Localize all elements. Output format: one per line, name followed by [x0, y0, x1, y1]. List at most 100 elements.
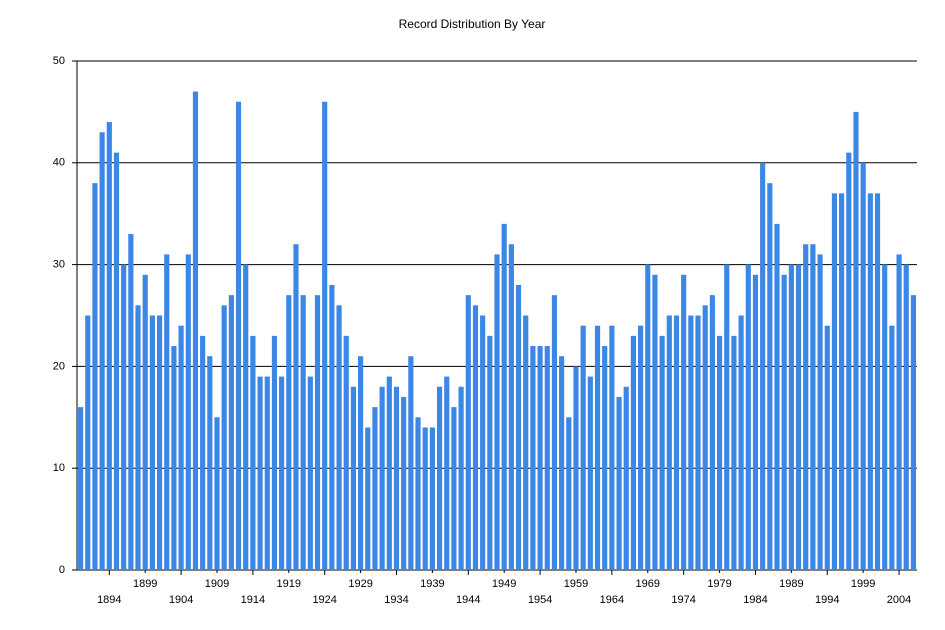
bar — [379, 386, 385, 570]
bar — [810, 244, 816, 571]
x-tick-label: 1939 — [420, 578, 444, 590]
bar — [559, 356, 565, 570]
bar — [393, 386, 400, 570]
bar — [702, 305, 708, 570]
bar — [602, 346, 608, 570]
bar — [803, 244, 809, 571]
bar — [645, 264, 651, 570]
bar — [336, 305, 342, 570]
bar — [228, 295, 234, 570]
bar — [731, 335, 737, 570]
bar — [401, 396, 407, 570]
bar — [99, 132, 105, 570]
bar — [910, 295, 916, 570]
bar — [566, 417, 572, 570]
bar — [616, 396, 622, 570]
bar — [243, 264, 249, 570]
bar — [149, 315, 155, 570]
x-tick-label: 1924 — [312, 594, 336, 606]
x-tick-label: 1929 — [348, 578, 372, 590]
bar — [472, 305, 479, 570]
x-tick-label: 1949 — [492, 578, 516, 590]
bar — [896, 254, 902, 571]
bar — [221, 305, 227, 570]
bar — [422, 427, 428, 570]
bar — [128, 234, 134, 570]
bar — [214, 417, 220, 570]
bar — [788, 264, 794, 570]
bar — [889, 325, 895, 570]
bar — [444, 376, 450, 570]
x-tick-label: 1954 — [528, 594, 552, 606]
x-tick-label: 1979 — [707, 578, 731, 590]
bar — [652, 274, 658, 570]
bar — [501, 223, 507, 570]
bar — [171, 346, 177, 570]
bar — [343, 335, 349, 570]
bar — [480, 315, 486, 570]
bar — [314, 295, 321, 570]
y-tick-label: 40 — [53, 157, 65, 169]
bar — [716, 335, 723, 570]
bar — [523, 315, 529, 570]
bar — [839, 193, 845, 570]
bar — [106, 122, 112, 570]
bar — [307, 376, 313, 570]
bar — [767, 183, 773, 570]
bar — [178, 325, 184, 570]
bar — [630, 335, 636, 570]
y-tick-label: 10 — [53, 462, 65, 474]
bar — [638, 325, 644, 570]
bar — [207, 356, 213, 570]
bar — [688, 315, 694, 570]
x-tick-label: 1904 — [169, 594, 193, 606]
bar — [350, 386, 356, 570]
chart-title: Record Distribution By Year — [399, 17, 546, 31]
x-tick-label: 1999 — [851, 578, 875, 590]
bar — [745, 264, 751, 570]
bar — [358, 356, 364, 570]
bar — [164, 254, 170, 571]
bar — [774, 223, 780, 570]
bar — [235, 101, 242, 570]
bar — [695, 315, 701, 570]
bar — [673, 315, 680, 570]
bar — [587, 376, 593, 570]
bar — [156, 315, 163, 570]
x-tick-label: 1944 — [456, 594, 480, 606]
bar — [609, 325, 615, 570]
bar — [300, 295, 306, 570]
bar — [551, 295, 558, 570]
bar — [192, 91, 199, 570]
bar — [429, 427, 435, 570]
bar — [458, 386, 464, 570]
bar — [903, 264, 909, 570]
y-tick-label: 30 — [53, 259, 65, 271]
bar — [817, 254, 823, 571]
bar — [724, 264, 730, 570]
y-tick-label: 50 — [53, 55, 65, 67]
x-tick-label: 1914 — [241, 594, 265, 606]
x-tick-label: 1894 — [97, 594, 121, 606]
bar — [185, 254, 191, 571]
bar — [271, 335, 278, 570]
bar — [831, 193, 838, 570]
bar — [580, 325, 586, 570]
bar — [659, 335, 665, 570]
bar — [121, 264, 127, 570]
bar — [78, 407, 84, 570]
bar — [530, 346, 536, 570]
bar — [752, 274, 759, 570]
bar — [846, 152, 852, 570]
bar — [322, 101, 328, 570]
bar — [408, 356, 414, 570]
x-tick-label: 1984 — [743, 594, 767, 606]
x-tick-label: 1909 — [205, 578, 229, 590]
bar — [85, 315, 91, 570]
x-tick-label: 1934 — [384, 594, 408, 606]
bar — [623, 386, 629, 570]
bar — [264, 376, 270, 570]
bar — [415, 417, 421, 570]
bar — [200, 335, 206, 570]
bar — [860, 162, 866, 571]
